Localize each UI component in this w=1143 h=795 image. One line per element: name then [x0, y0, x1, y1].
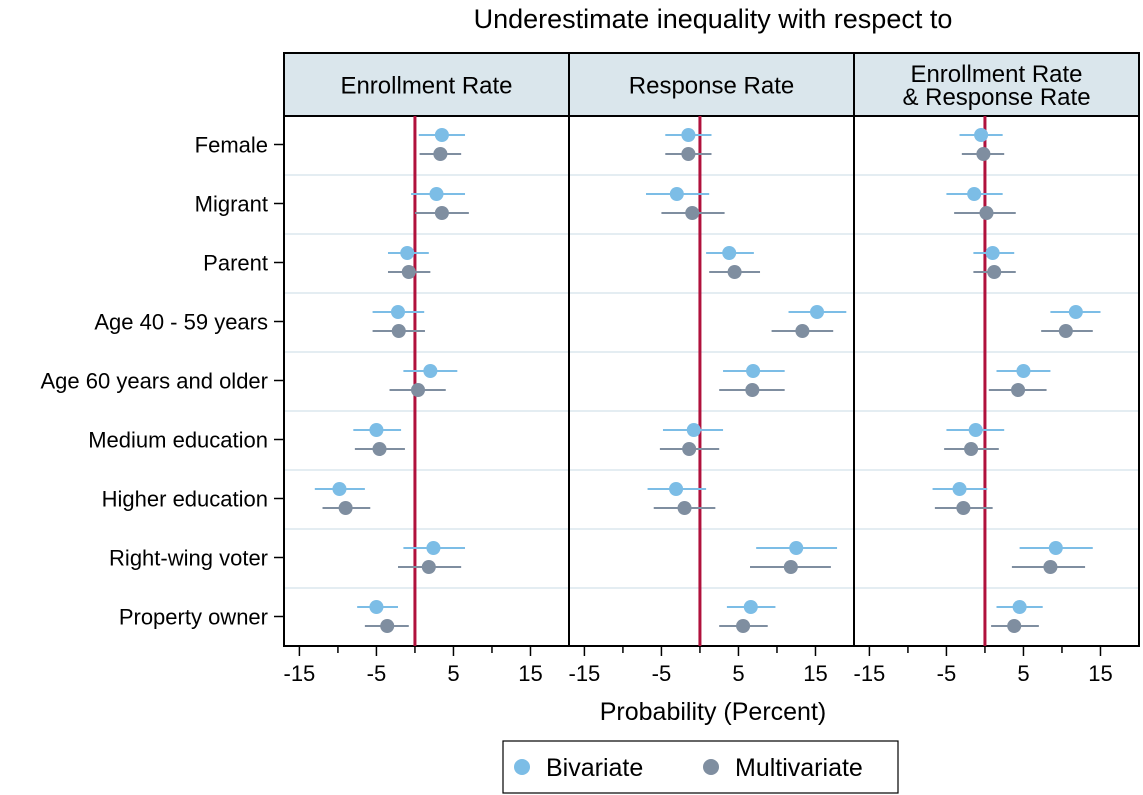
point-multivariate: [976, 147, 991, 161]
point-multivariate: [1011, 383, 1026, 397]
point-multivariate: [1058, 324, 1073, 338]
point-bivariate: [426, 541, 441, 555]
y-tick-label: Female: [195, 133, 268, 158]
point-multivariate: [434, 206, 449, 220]
point-multivariate: [736, 619, 751, 633]
point-bivariate: [967, 187, 982, 201]
point-bivariate: [974, 128, 989, 142]
y-tick-label: Age 60 years and older: [41, 369, 269, 394]
panel-2: Response Rate -15 -5 5 15: [568, 52, 855, 686]
panel-header: [283, 52, 570, 117]
point-bivariate: [669, 187, 684, 201]
point-multivariate: [1007, 619, 1022, 633]
point-bivariate: [686, 423, 701, 437]
point-bivariate: [332, 482, 347, 496]
point-multivariate: [964, 442, 979, 456]
point-multivariate: [338, 501, 353, 515]
point-bivariate: [369, 600, 384, 614]
point-multivariate: [1043, 560, 1058, 574]
point-bivariate: [669, 482, 684, 496]
point-bivariate: [968, 423, 983, 437]
point-multivariate: [745, 383, 760, 397]
y-tick-label: Migrant: [195, 192, 268, 217]
point-bivariate: [400, 246, 415, 260]
point-multivariate: [372, 442, 387, 456]
point-multivariate: [685, 206, 700, 220]
point-bivariate: [1068, 305, 1083, 319]
point-bivariate: [1012, 600, 1027, 614]
x-tick-label: -15: [569, 661, 601, 686]
point-bivariate: [1048, 541, 1063, 555]
point-multivariate: [421, 560, 436, 574]
panel-header: [853, 52, 1140, 117]
x-tick-label: -15: [284, 661, 316, 686]
panel-1: Enrollment Rate -15 -5 5 15: [283, 52, 570, 686]
point-multivariate: [380, 619, 395, 633]
plot-area: [283, 115, 570, 647]
x-tick-label: -5: [937, 661, 957, 686]
y-tick-label: Medium education: [88, 428, 268, 453]
point-multivariate: [956, 501, 971, 515]
point-multivariate: [682, 442, 697, 456]
point-bivariate: [746, 364, 761, 378]
x-tick-label: 15: [1088, 661, 1112, 686]
point-bivariate: [810, 305, 825, 319]
point-multivariate: [727, 265, 742, 279]
point-bivariate: [985, 246, 1000, 260]
y-tick-label: Property owner: [119, 605, 268, 630]
x-tick-label: -15: [854, 661, 886, 686]
x-tick-label: -5: [652, 661, 672, 686]
panel-title-line: Enrollment Rate: [910, 61, 1082, 88]
point-multivariate: [411, 383, 426, 397]
x-tick-label: 5: [447, 661, 459, 686]
point-multivariate: [391, 324, 406, 338]
x-tick-label: 15: [518, 661, 542, 686]
point-multivariate: [433, 147, 448, 161]
legend-label-multivariate: Multivariate: [735, 754, 863, 782]
legend-label-bivariate: Bivariate: [546, 754, 643, 782]
point-bivariate: [369, 423, 384, 437]
point-bivariate: [434, 128, 449, 142]
legend-marker-multivariate: [703, 759, 719, 775]
point-multivariate: [401, 265, 416, 279]
y-tick-label: Right-wing voter: [109, 546, 268, 571]
panel-3: Enrollment Rate& Response Rate -15 -5 5 15: [853, 52, 1140, 686]
chart-title: Underestimate inequality with respect to: [474, 4, 953, 34]
panel-title-line: & Response Rate: [902, 84, 1090, 111]
x-tick-label: -5: [367, 661, 387, 686]
y-tick-label: Age 40 - 59 years: [94, 310, 268, 335]
point-bivariate: [789, 541, 804, 555]
point-bivariate: [429, 187, 444, 201]
point-multivariate: [987, 265, 1002, 279]
legend-box: [502, 740, 899, 794]
point-multivariate: [979, 206, 994, 220]
point-bivariate: [391, 305, 405, 319]
x-tick-label: 5: [732, 661, 744, 686]
point-multivariate: [795, 324, 810, 338]
legend-marker-bivariate: [514, 759, 530, 775]
point-bivariate: [722, 246, 737, 260]
point-bivariate: [952, 482, 967, 496]
point-bivariate: [681, 128, 696, 142]
point-bivariate: [1016, 364, 1031, 378]
panels: Enrollment Rate -15 -5 5 15 Response Rate -15 -…: [283, 52, 1140, 686]
panel-title-line: Enrollment Rate: [340, 73, 512, 100]
plot-area: [853, 115, 1140, 647]
x-axis-label: Probability (Percent): [600, 698, 826, 726]
panel-title-line: Response Rate: [629, 73, 794, 100]
point-multivariate: [677, 501, 692, 515]
point-multivariate: [681, 147, 696, 161]
point-bivariate: [743, 600, 758, 614]
y-tick-label: Higher education: [102, 487, 268, 512]
y-tick-label: Parent: [203, 251, 268, 276]
y-axis-labels: Female Migrant Parent Age 40 - 59 years Age …: [41, 133, 284, 630]
x-tick-label: 15: [803, 661, 827, 686]
legend: Bivariate Multivariate: [502, 740, 899, 794]
x-tick-label: 5: [1017, 661, 1029, 686]
point-bivariate: [423, 364, 438, 378]
point-multivariate: [783, 560, 798, 574]
